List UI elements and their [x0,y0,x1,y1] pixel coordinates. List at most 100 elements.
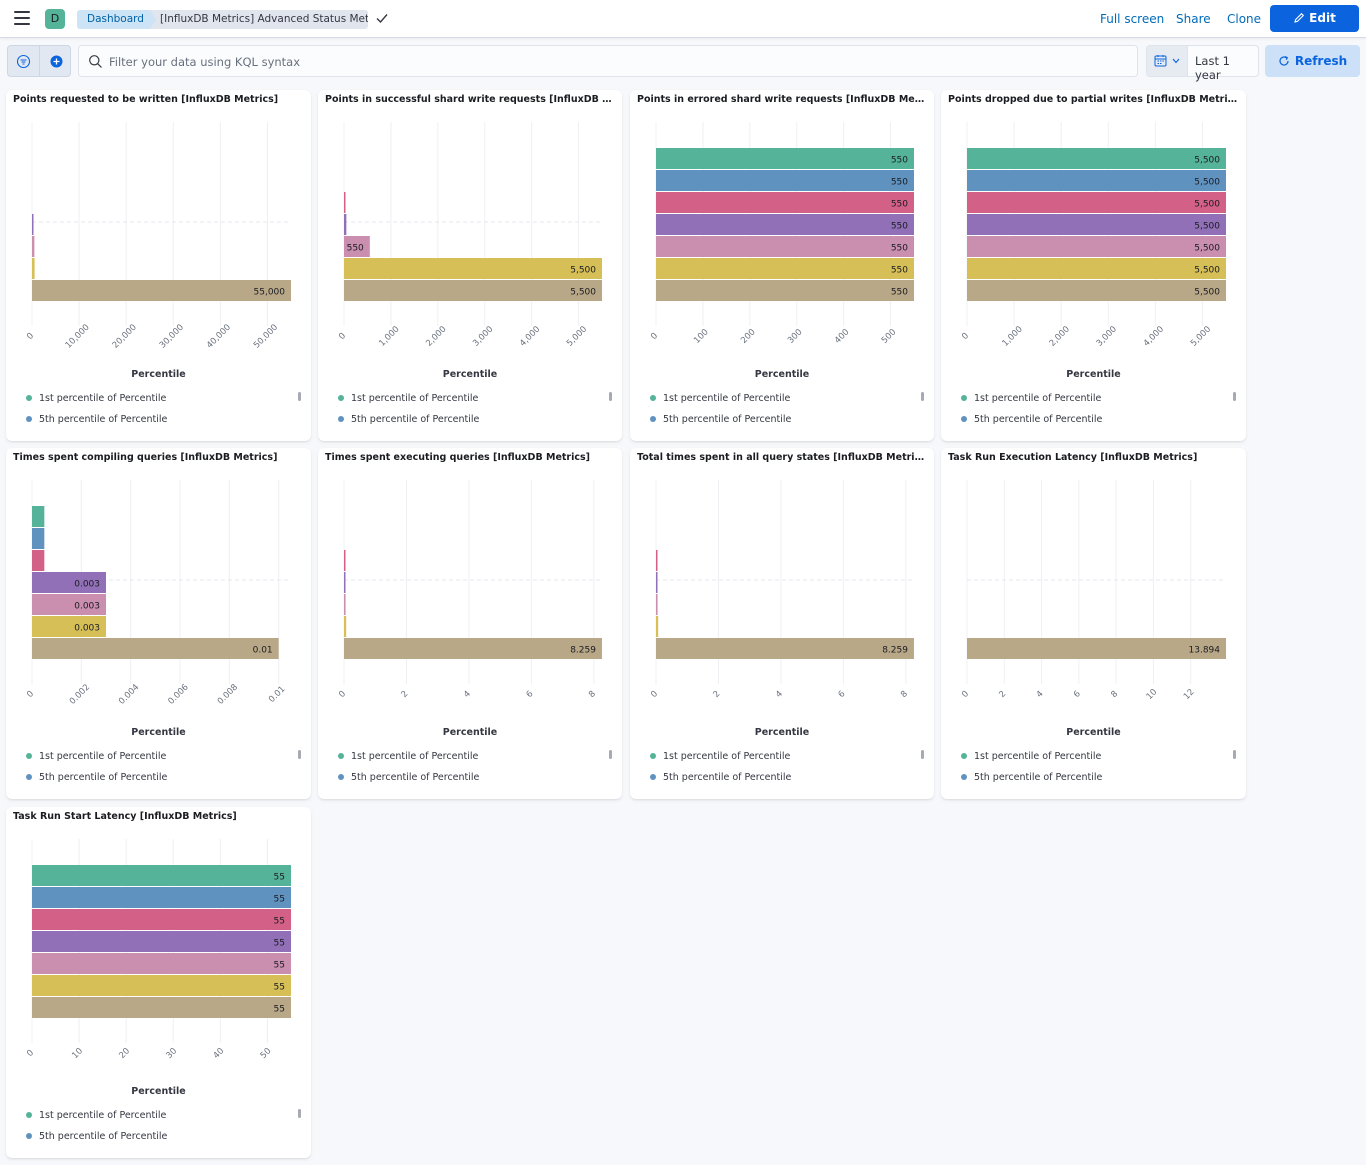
legend-item[interactable]: 5th percentile of Percentile [338,772,479,793]
x-tick-label: 6 [1072,689,1083,700]
search-input[interactable] [109,52,1109,72]
panel-all-query-states: Total times spent in all query states [I… [630,448,934,799]
legend-swatch [650,774,656,780]
legend-item[interactable]: 5th percentile of Percentile [26,772,167,793]
bar-value-label: 5,500 [1194,222,1220,232]
legend-item[interactable]: 5th percentile of Percentile [650,414,791,435]
bar [32,280,291,301]
legend-item[interactable]: 1st percentile of Percentile [961,751,1102,772]
bar [344,572,346,593]
legend-item[interactable]: 1st percentile of Percentile [26,1110,167,1131]
add-filter-icon[interactable] [49,54,64,69]
bar [344,214,347,235]
bar [656,236,914,257]
legend-swatch [26,416,32,422]
bar-chart: 13.894 0 2 4 6 8 10 12 [960,480,1226,702]
bar [344,192,346,213]
bar [967,236,1226,257]
filter-menu-button[interactable] [7,45,71,77]
bar-value-label: 550 [891,200,908,210]
x-tick-label: 8 [587,689,598,700]
legend-scrollbar[interactable] [609,392,612,401]
kql-search-bar[interactable] [78,45,1138,77]
space-avatar[interactable]: D [45,9,65,29]
legend-item[interactable]: 1st percentile of Percentile [650,393,791,414]
legend: 1st percentile of Percentile 5th percenti… [961,751,1102,793]
bar [32,865,291,886]
refresh-icon [1279,55,1289,66]
x-tick-label: 0 [649,689,660,700]
legend-item[interactable]: 5th percentile of Percentile [961,772,1102,793]
bar [967,638,1226,659]
legend-scrollbar[interactable] [1233,750,1236,759]
bar-value-label: 55 [274,983,285,993]
date-picker[interactable]: Last 1 year [1146,45,1259,82]
legend-item[interactable]: 1st percentile of Percentile [26,751,167,772]
x-tick-label: 4,000 [1142,324,1166,348]
x-tick-label: 0.006 [166,682,190,706]
bar [967,258,1226,279]
panel-points-successful-shard: Points in successful shard write request… [318,90,622,441]
share-link[interactable]: Share [1176,12,1211,26]
breadcrumb-current: [InfluxDB Metrics] Advanced Status Metri… [150,10,368,29]
x-tick-label: 1,000 [377,324,401,348]
legend-scrollbar[interactable] [298,392,301,401]
legend-swatch [26,1112,32,1118]
legend-scrollbar[interactable] [921,392,924,401]
legend-scrollbar[interactable] [609,750,612,759]
x-axis-title: Percentile [754,727,810,738]
legend-item[interactable]: 5th percentile of Percentile [26,1131,167,1152]
bar [32,236,35,257]
edit-label: Edit [1309,11,1336,25]
bar-value-label: 55 [274,895,285,905]
legend-scrollbar[interactable] [1233,392,1236,401]
legend-item[interactable]: 1st percentile of Percentile [26,393,167,414]
legend-item[interactable]: 5th percentile of Percentile [650,772,791,793]
legend-label: 1st percentile of Percentile [351,393,479,404]
full-screen-link[interactable]: Full screen [1100,12,1165,26]
legend-swatch [26,753,32,759]
legend-item[interactable]: 5th percentile of Percentile [338,414,479,435]
bar-chart: 55,000 0 10,000 20,000 30,000 40,000 50,000 [25,122,291,351]
bar-value-label: 55 [274,873,285,883]
legend-item[interactable]: 1st percentile of Percentile [338,393,479,414]
check-icon[interactable] [375,11,389,25]
breadcrumb-dashboard[interactable]: Dashboard [77,10,158,29]
clone-link[interactable]: Clone [1227,12,1262,26]
bar [32,258,35,279]
legend-scrollbar[interactable] [298,1109,301,1118]
bar-value-label: 13.894 [1189,646,1221,656]
x-tick-label: 10,000 [64,323,92,351]
edit-button[interactable]: Edit [1270,5,1359,32]
legend-label: 5th percentile of Percentile [351,414,480,425]
legend-scrollbar[interactable] [298,750,301,759]
legend-item[interactable]: 1st percentile of Percentile [961,393,1102,414]
bar-value-label: 5,500 [1194,156,1220,166]
legend-label: 1st percentile of Percentile [663,393,791,404]
legend-label: 1st percentile of Percentile [663,751,791,762]
bar [344,236,370,257]
bar [32,506,45,527]
filter-icon[interactable] [16,54,31,69]
legend-scrollbar[interactable] [921,750,924,759]
bar-value-label: 55 [274,961,285,971]
panel-task-execution-latency: Task Run Execution Latency [InfluxDB Met… [941,448,1246,799]
refresh-button[interactable]: Refresh [1265,45,1360,77]
x-tick-label: 4 [774,689,785,700]
quick-date-button[interactable] [1147,46,1188,76]
bar-value-label: 550 [891,222,908,232]
legend-swatch [961,774,967,780]
legend-item[interactable]: 1st percentile of Percentile [650,751,791,772]
bar [967,214,1226,235]
menu-icon[interactable] [14,11,30,25]
legend: 1st percentile of Percentile 5th percenti… [26,1110,167,1152]
x-tick-label: 500 [880,327,899,346]
panel-points-dropped: Points dropped due to partial writes [In… [941,90,1246,441]
legend-item[interactable]: 5th percentile of Percentile [961,414,1102,435]
x-tick-label: 300 [786,327,805,346]
x-axis-title: Percentile [754,369,810,380]
date-range-label[interactable]: Last 1 year [1195,54,1230,82]
legend-item[interactable]: 1st percentile of Percentile [338,751,479,772]
legend-swatch [338,774,344,780]
legend-item[interactable]: 5th percentile of Percentile [26,414,167,435]
